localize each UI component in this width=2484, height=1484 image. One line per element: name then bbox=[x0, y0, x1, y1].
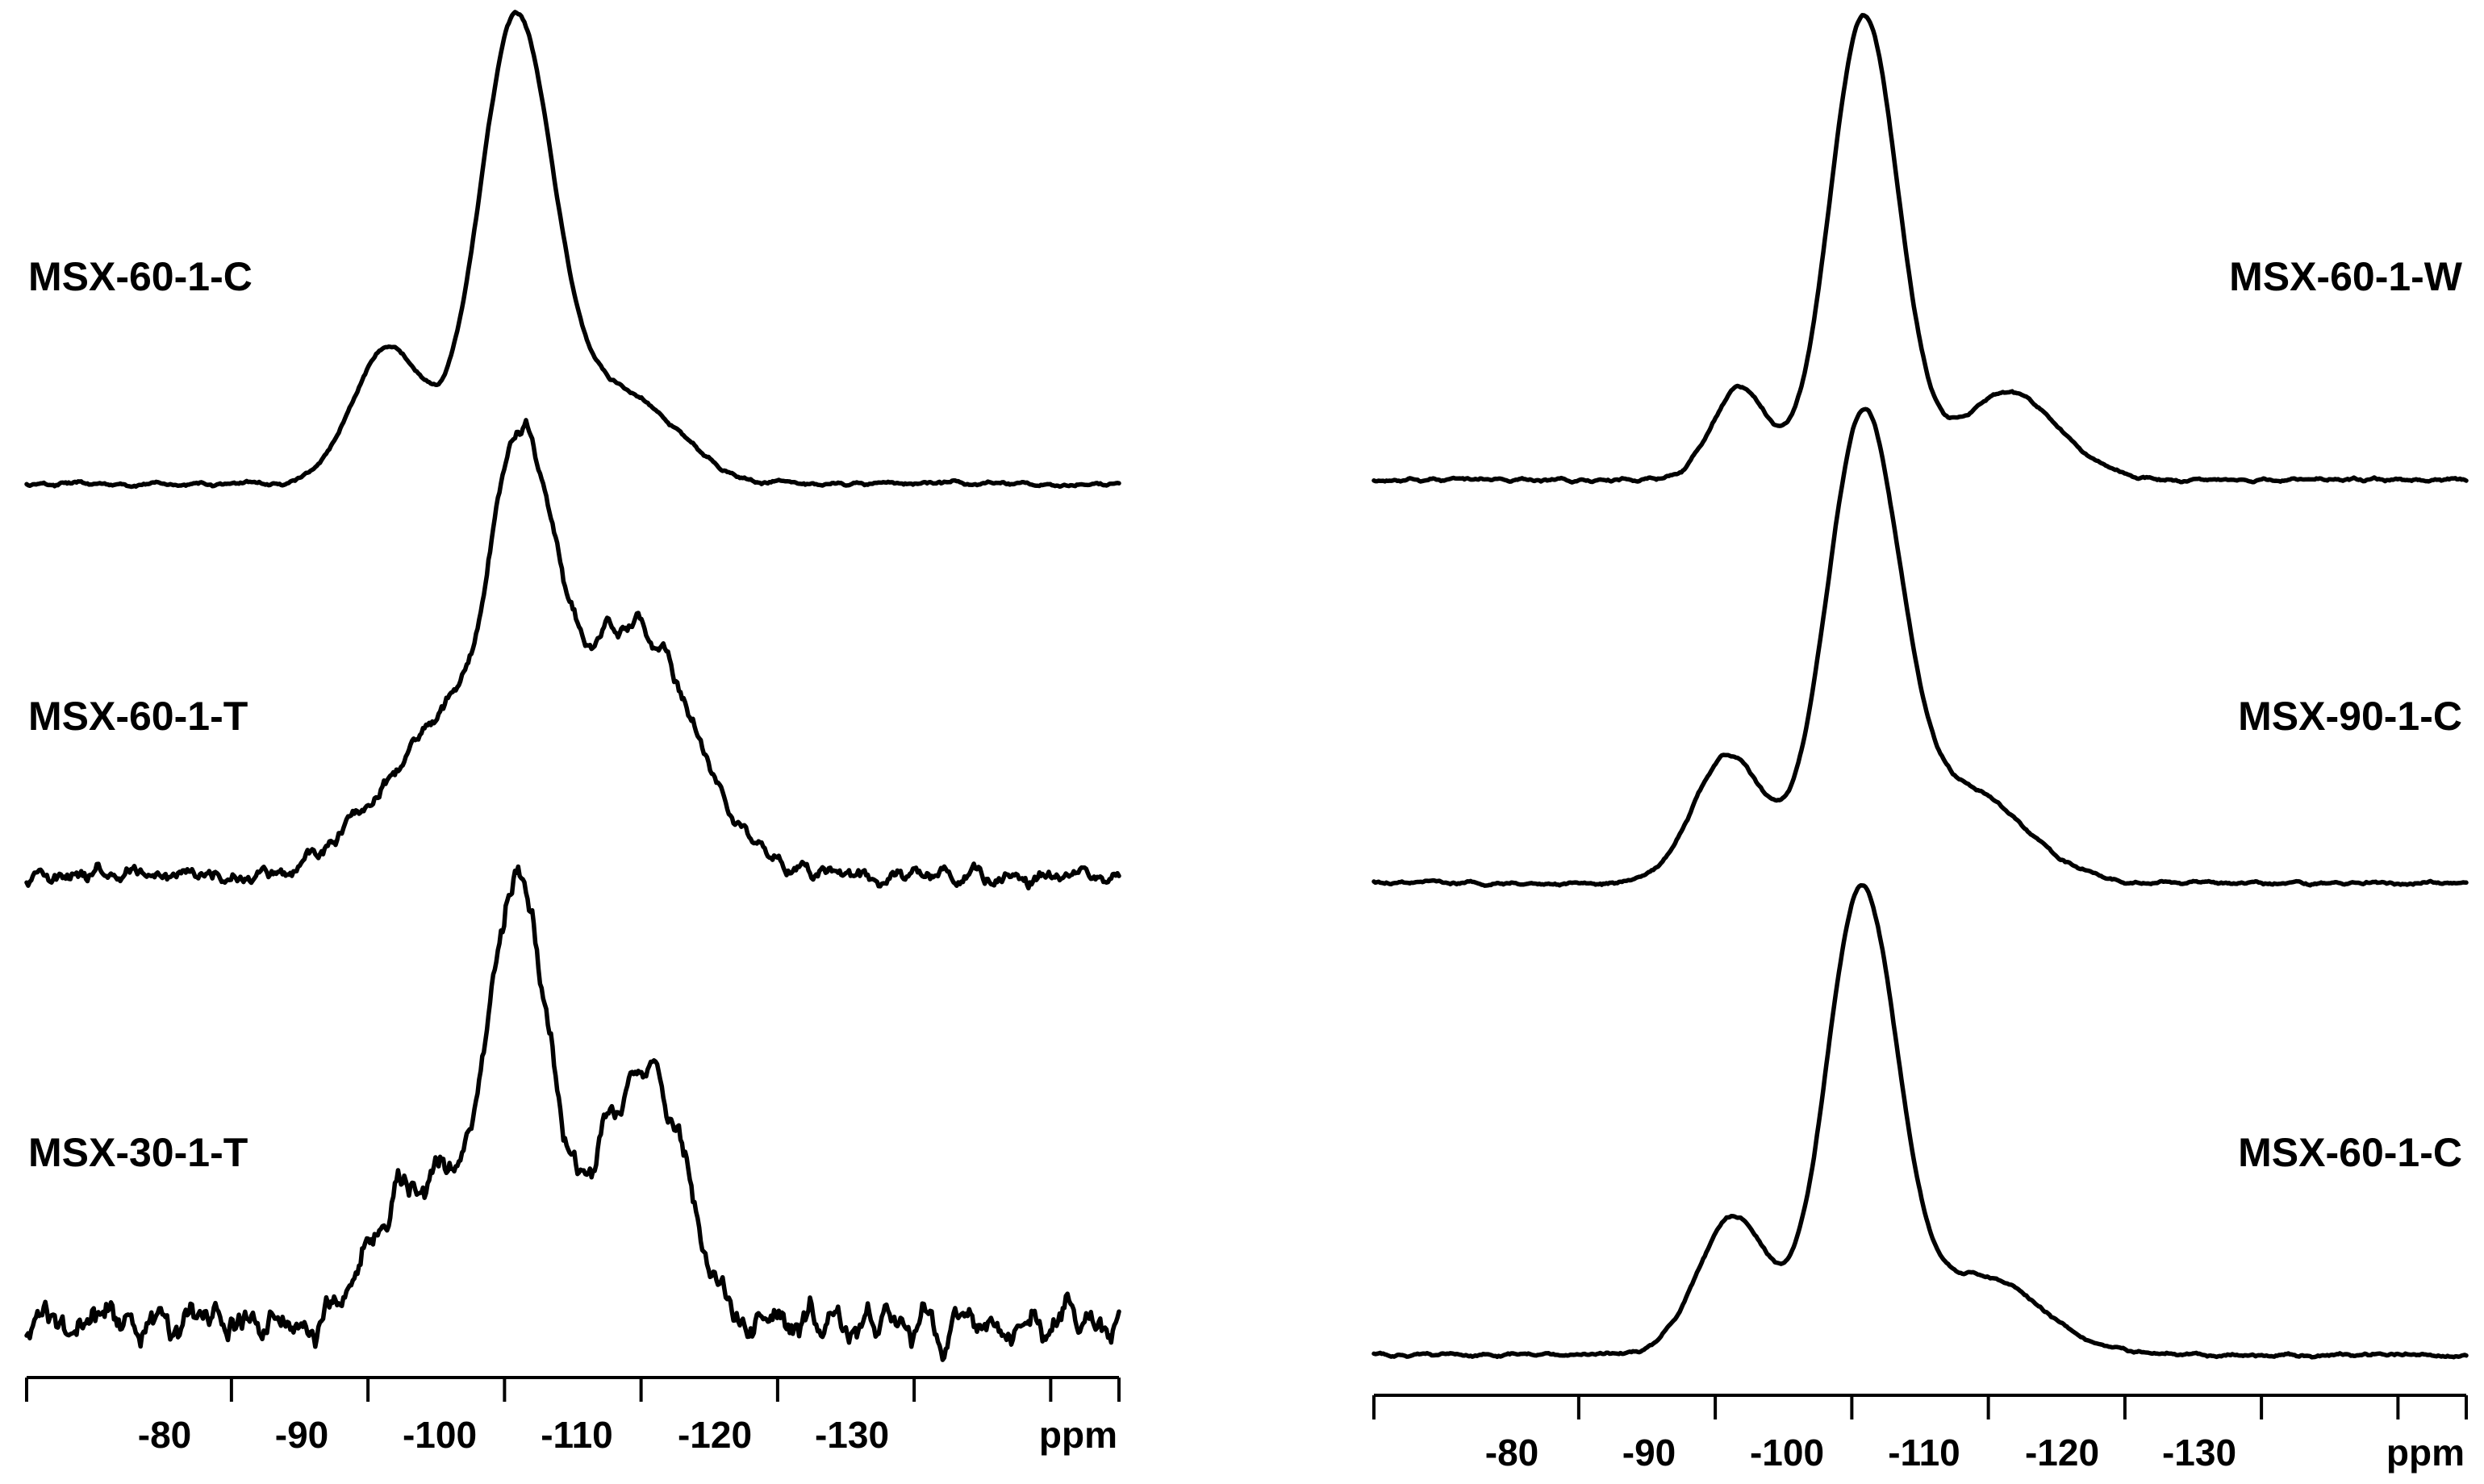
series-label-msx-60-1-w: MSX-60-1-W bbox=[2229, 254, 2463, 299]
left-panel: MSX-60-1-C MSX-60-1-T MSX-30-1-T -80 -90… bbox=[24, 10, 1121, 1456]
tick-label-left-130: -130 bbox=[815, 1414, 889, 1456]
spectrum-msx-60-1-t bbox=[24, 418, 1121, 891]
tick-label-right-120: -120 bbox=[2025, 1432, 2099, 1474]
series-label-msx-30-1-t: MSX-30-1-T bbox=[28, 1130, 248, 1175]
series-label-msx-90-1-c: MSX-90-1-C bbox=[2238, 694, 2462, 739]
spectrum-msx-60-1-c-right bbox=[1371, 882, 2469, 1360]
tick-label-right-90: -90 bbox=[1622, 1432, 1676, 1474]
spectrum-msx-90-1-c bbox=[1371, 406, 2469, 888]
x-axis-unit-right: ppm bbox=[2386, 1432, 2465, 1474]
tick-label-left-120: -120 bbox=[678, 1414, 752, 1456]
tick-label-right-110: -110 bbox=[1888, 1432, 1960, 1474]
spectrum-msx-60-1-c-left bbox=[24, 10, 1121, 490]
spectrum-msx-60-1-w bbox=[1371, 13, 2469, 485]
series-label-msx-60-1-c-right: MSX-60-1-C bbox=[2238, 1130, 2462, 1175]
right-panel: MSX-60-1-W MSX-90-1-C MSX-60-1-C -80 -90… bbox=[1371, 13, 2469, 1474]
tick-label-left-100: -100 bbox=[403, 1414, 477, 1456]
tick-label-right-100: -100 bbox=[1750, 1432, 1824, 1474]
spectrum-msx-30-1-t bbox=[24, 864, 1121, 1362]
x-ticks-left bbox=[25, 1378, 1121, 1402]
series-label-msx-60-1-t: MSX-60-1-T bbox=[28, 694, 248, 739]
tick-label-right-80: -80 bbox=[1485, 1432, 1538, 1474]
x-axis-unit-left: ppm bbox=[1039, 1414, 1117, 1456]
x-ticks-right bbox=[1372, 1395, 2468, 1419]
tick-label-left-90: -90 bbox=[275, 1414, 328, 1456]
tick-label-right-130: -130 bbox=[2162, 1432, 2236, 1474]
series-label-msx-60-1-c-left: MSX-60-1-C bbox=[28, 254, 253, 299]
tick-label-left-80: -80 bbox=[138, 1414, 191, 1456]
tick-label-left-110: -110 bbox=[541, 1414, 613, 1456]
